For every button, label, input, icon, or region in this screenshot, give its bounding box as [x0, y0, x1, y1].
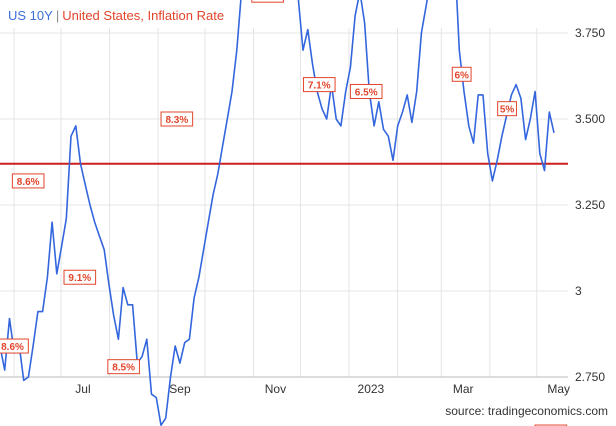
inflation-marker-box[interactable]	[160, 111, 194, 127]
y-tick-label: 3.250	[575, 198, 605, 212]
series-title-us10y[interactable]: US 10Y	[8, 8, 53, 23]
inflation-marker-label: 5%	[500, 105, 515, 116]
y-tick-label: 3.750	[575, 26, 605, 40]
y-tick-label: 3.500	[575, 112, 605, 126]
chart-title: US 10Y | United States, Inflation Rate	[8, 8, 224, 23]
x-tick-label: Mar	[453, 382, 474, 396]
inflation-marker-label: 6.5%	[355, 87, 378, 98]
inflation-marker-box[interactable]	[497, 101, 517, 117]
inflation-marker-label: 7.1%	[308, 81, 331, 92]
series-line-us10y[interactable]	[0, 0, 555, 426]
x-tick-label: Jul	[75, 382, 90, 396]
inflation-marker-box[interactable]	[107, 359, 140, 375]
inflation-marker-box[interactable]	[451, 66, 472, 82]
x-tick-label: 2023	[358, 382, 385, 396]
inflation-marker-label: 6%	[454, 70, 469, 81]
y-tick-label: 3	[575, 284, 582, 298]
inflation-marker-box[interactable]	[349, 83, 383, 99]
source-label: source: tradingeconomics.com	[445, 404, 608, 418]
x-tick-label: Nov	[265, 382, 286, 396]
inflation-marker-label: 8.5%	[112, 363, 135, 374]
series-title-inflation[interactable]: United States, Inflation Rate	[62, 8, 225, 23]
y-tick-label: 2.750	[575, 370, 605, 384]
inflation-marker-label: 8.3%	[165, 115, 188, 126]
inflation-marker-label: 9.1%	[68, 273, 91, 284]
inflation-marker-box[interactable]	[11, 173, 45, 189]
inflation-marker-box[interactable]	[0, 338, 29, 354]
inflation-marker-label: 8.6%	[17, 177, 40, 188]
inflation-marker-box[interactable]	[251, 0, 284, 3]
title-separator: |	[55, 8, 60, 23]
inflation-marker-box[interactable]	[63, 269, 97, 285]
inflation-marker-box[interactable]	[302, 77, 336, 93]
inflation-marker-label: 7.7%	[256, 0, 279, 2]
x-tick-label: May	[547, 382, 570, 396]
x-tick-label: Sep	[169, 382, 191, 396]
inflation-marker-label: 8.6%	[1, 342, 24, 353]
